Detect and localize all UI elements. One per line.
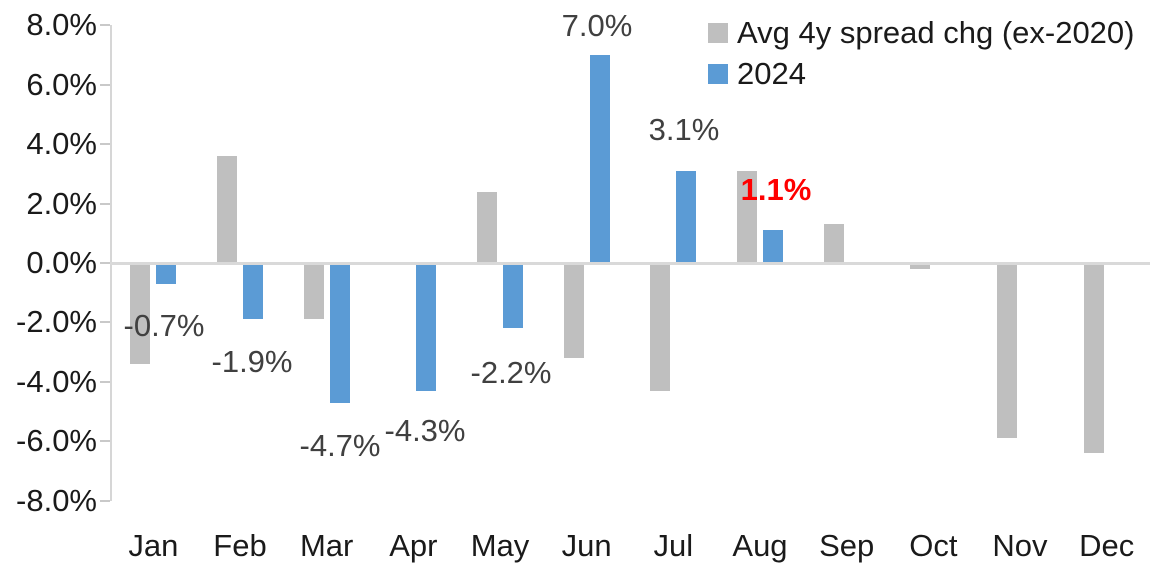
x-tick-label-dec: Dec	[1079, 528, 1135, 563]
y-tick-label: 2.0%	[26, 185, 97, 221]
bar-2024-mar	[329, 263, 350, 403]
bar-avg-feb	[217, 156, 237, 263]
data-label-feb: -1.9%	[211, 344, 293, 379]
y-tick-mark	[100, 24, 110, 27]
y-tick-mark	[100, 83, 110, 86]
y-tick-label: -4.0%	[16, 363, 97, 399]
x-tick-label-oct: Oct	[909, 528, 958, 563]
legend-label-avg-4y-spread: Avg 4y spread chg (ex-2020)	[737, 14, 1135, 50]
legend-label-2024: 2024	[737, 55, 806, 91]
x-tick-label-nov: Nov	[992, 528, 1048, 563]
legend-item-2024: 2024	[708, 53, 1135, 94]
data-label-may: -2.2%	[470, 355, 552, 390]
y-tick-label: -8.0%	[16, 482, 97, 518]
y-tick-mark	[100, 202, 110, 205]
legend: Avg 4y spread chg (ex-2020) 2024	[708, 12, 1135, 94]
y-tick-mark	[100, 262, 110, 264]
x-tick-label-jun: Jun	[561, 528, 612, 563]
y-tick-mark	[100, 321, 110, 324]
bar-2024-may	[503, 263, 523, 329]
bar-avg-dec	[1083, 263, 1104, 454]
data-label-mar: -4.7%	[299, 428, 381, 463]
bar-avg-jan	[130, 263, 151, 364]
x-tick-label-may: May	[470, 528, 530, 563]
legend-swatch-gray	[708, 22, 728, 43]
x-tick-label-feb: Feb	[213, 528, 267, 563]
data-label-apr: -4.3%	[384, 413, 466, 448]
x-tick-label-mar: Mar	[299, 528, 354, 563]
y-tick-mark	[100, 143, 110, 146]
bar-avg-jun	[563, 263, 584, 359]
x-tick-label-aug: Aug	[732, 528, 788, 563]
bar-avg-mar	[303, 263, 324, 320]
legend-swatch-blue	[708, 63, 728, 84]
data-label-jan: -0.7%	[123, 308, 205, 343]
y-tick-label: 4.0%	[26, 126, 97, 162]
y-tick-label: 8.0%	[26, 7, 97, 43]
bar-2024-jul	[676, 170, 697, 263]
bar-avg-aug	[737, 170, 757, 263]
y-tick-label: 6.0%	[26, 66, 97, 102]
y-tick-mark	[100, 499, 110, 502]
bar-2024-apr	[416, 263, 437, 391]
y-tick-mark	[100, 380, 110, 383]
y-tick-label: 0.0%	[26, 245, 97, 280]
bar-avg-sep	[823, 224, 844, 263]
bar-avg-jul	[650, 263, 671, 391]
y-tick-label: -2.0%	[16, 304, 97, 340]
data-label-jul: 3.1%	[648, 112, 720, 147]
bar-avg-may	[477, 191, 497, 263]
bar-avg-nov	[997, 263, 1017, 439]
y-tick-label: -6.0%	[16, 423, 97, 459]
bar-2024-jan	[156, 263, 177, 284]
x-tick-label-jan: Jan	[128, 528, 179, 563]
bar-2024-jun	[589, 55, 610, 263]
x-tick-label-sep: Sep	[819, 528, 875, 563]
x-tick-label-apr: Apr	[389, 528, 438, 563]
bar-2024-aug	[763, 230, 783, 263]
y-tick-mark	[100, 440, 110, 443]
x-tick-label-jul: Jul	[653, 528, 694, 563]
bar-2024-feb	[243, 263, 263, 320]
data-label-aug: 1.1%	[740, 172, 812, 207]
legend-item-avg-4y-spread: Avg 4y spread chg (ex-2020)	[708, 12, 1135, 53]
zero-axis-line	[110, 262, 1150, 265]
bar-avg-oct	[910, 263, 931, 269]
data-label-jun: 7.0%	[561, 8, 633, 43]
